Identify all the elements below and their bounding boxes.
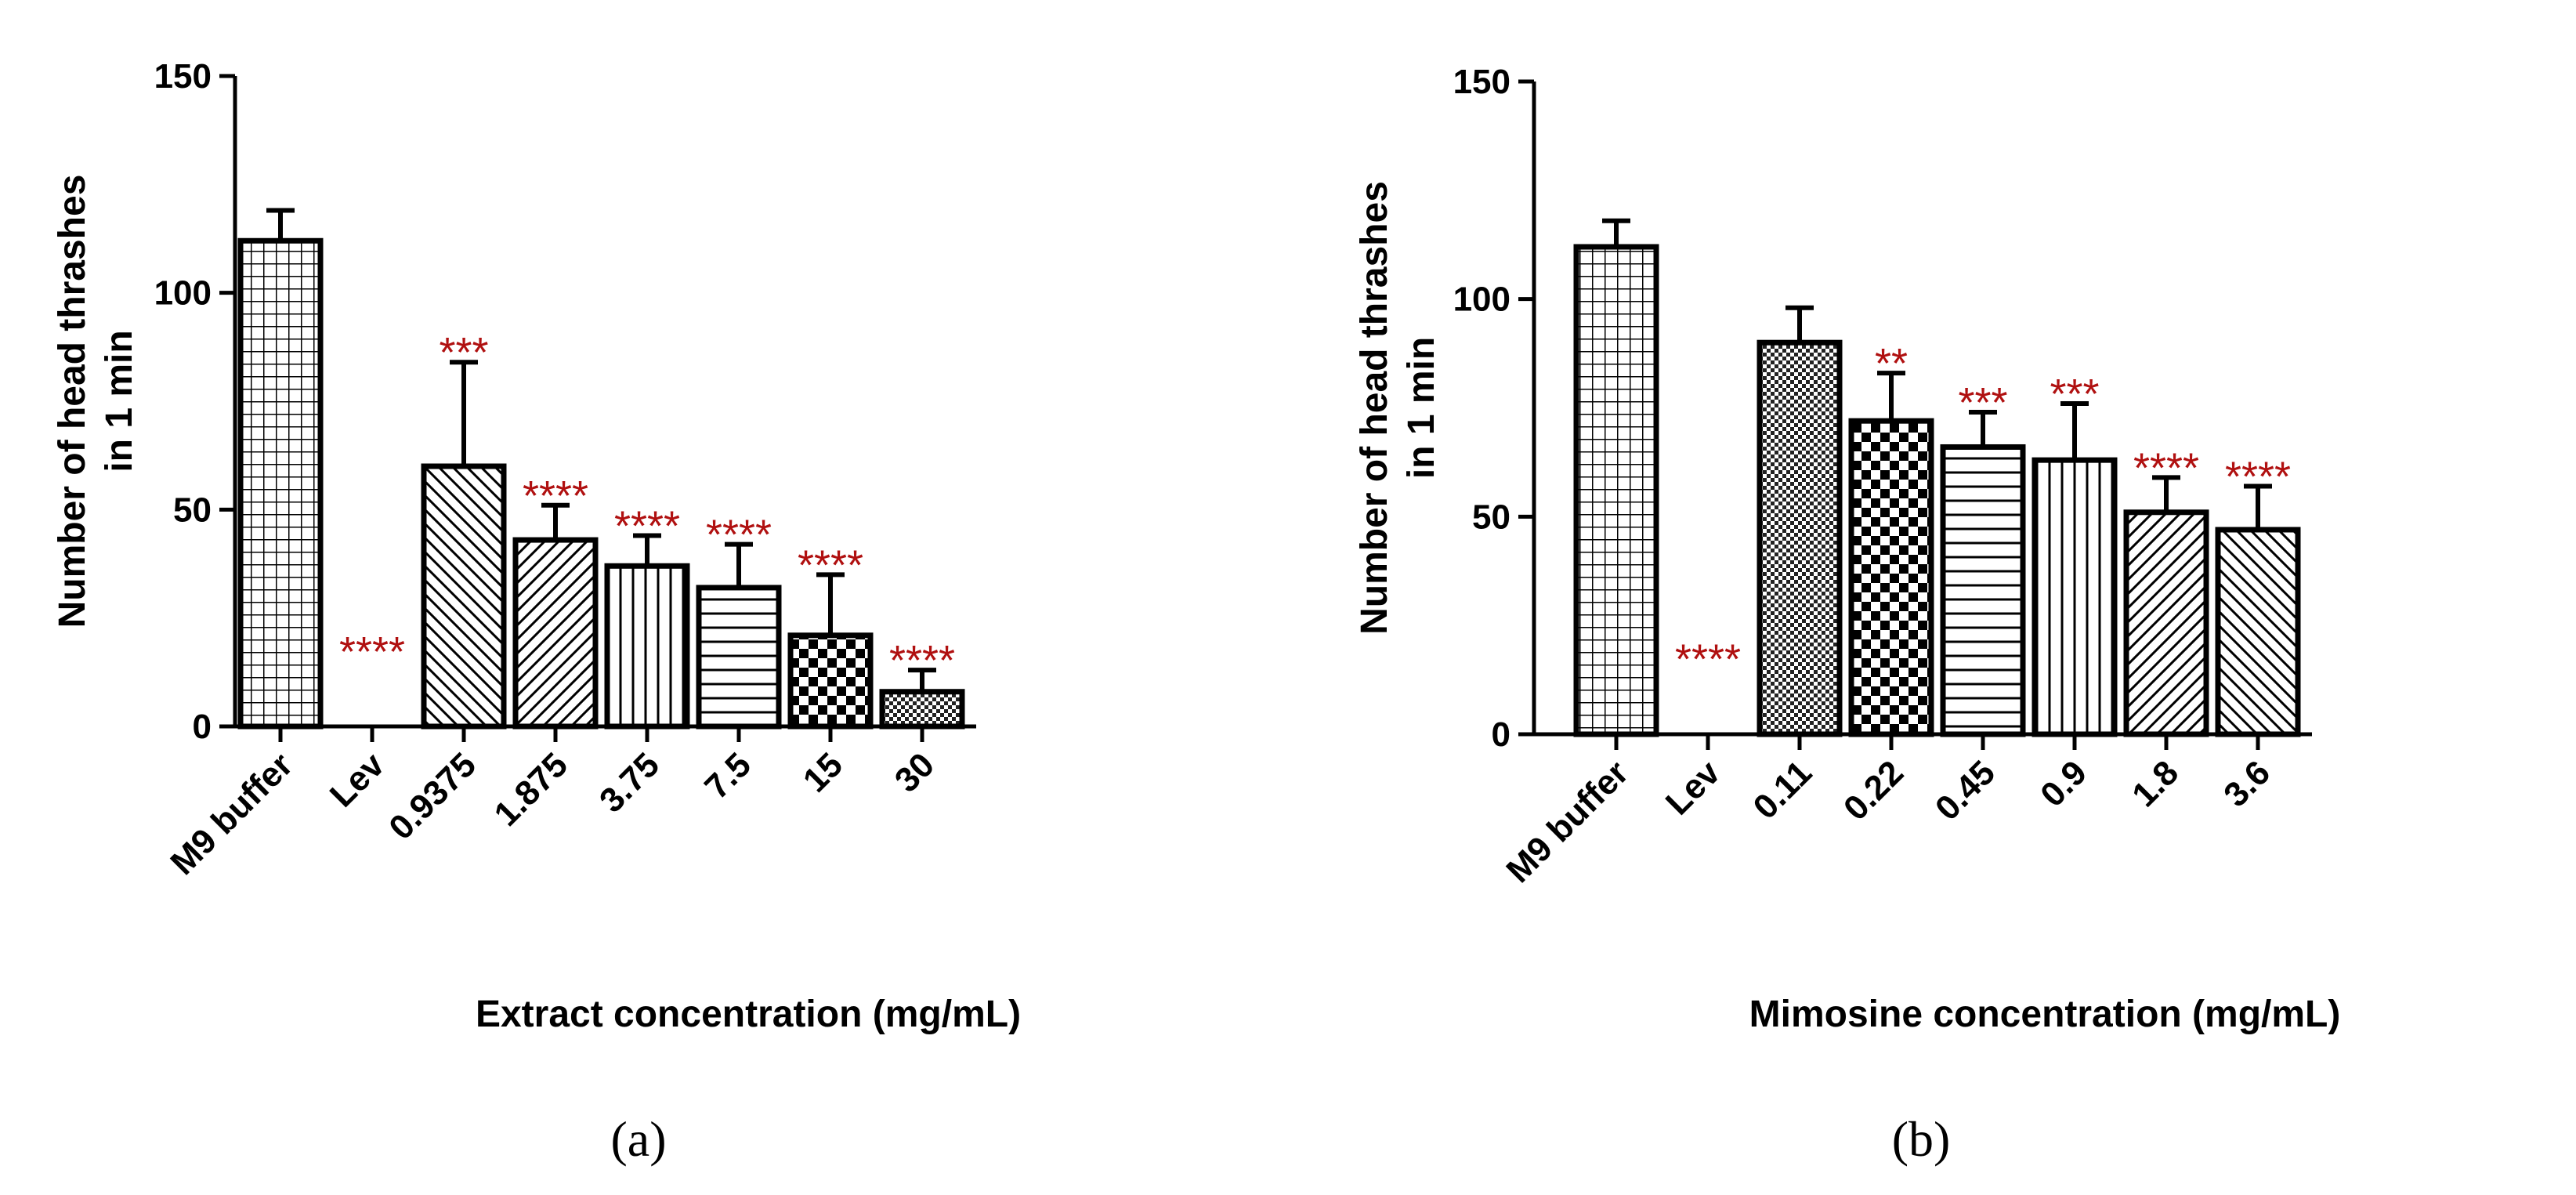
x-tick-label: Lev bbox=[323, 745, 393, 815]
bar-15 bbox=[787, 632, 874, 730]
significance-label: **** bbox=[523, 473, 588, 520]
bar-0.22 bbox=[1848, 418, 1934, 737]
x-tick-label: M9 buffer bbox=[163, 745, 300, 882]
x-tick-label: 30 bbox=[888, 745, 942, 799]
y-tick-label: 100 bbox=[154, 274, 212, 313]
x-tick-label: 0.11 bbox=[1746, 753, 1819, 826]
panel-b: 0 50 100 150 Number of head thrashes in 1 min… bbox=[1354, 63, 2340, 1167]
x-axis-title: Extract concentration (mg/mL) bbox=[476, 994, 1021, 1035]
y-tick-label: 0 bbox=[1492, 715, 1511, 754]
panel-a: 0 50 100 150 Number of head thrashes in 1 min… bbox=[52, 57, 1021, 1167]
significance-label: **** bbox=[339, 628, 405, 675]
significance-label: **** bbox=[889, 637, 955, 684]
bar-m9-buffer bbox=[237, 237, 324, 730]
bar-0.11 bbox=[1757, 339, 1843, 737]
bar-7.5 bbox=[696, 585, 782, 730]
y-axis-title-line: Number of head thrashes bbox=[52, 175, 93, 628]
x-tick-label: 3.6 bbox=[2216, 753, 2278, 814]
x-tick-label: 0.45 bbox=[1928, 753, 2003, 827]
y-tick-label: 150 bbox=[154, 57, 212, 96]
y-axis-title: Number of head thrashes in 1 min bbox=[1354, 181, 1442, 635]
x-tick-label: 1.875 bbox=[487, 745, 576, 834]
x-tick-label: 7.5 bbox=[697, 745, 758, 806]
x-tick-label: 1.8 bbox=[2125, 753, 2186, 814]
y-tick-label: 50 bbox=[173, 491, 212, 529]
bar-1.8 bbox=[2123, 509, 2209, 737]
significance-label: **** bbox=[1675, 636, 1741, 683]
bar-1.875 bbox=[512, 537, 599, 730]
bar-3.6 bbox=[2215, 527, 2301, 737]
x-tick-label: M9 buffer bbox=[1499, 753, 1636, 890]
significance-label: **** bbox=[798, 541, 863, 588]
significance-label: **** bbox=[706, 512, 772, 559]
x-tick-label: Lev bbox=[1659, 753, 1728, 823]
x-tick-label: 15 bbox=[796, 745, 850, 799]
x-tick-label: 0.22 bbox=[1836, 753, 1911, 827]
significance-label: *** bbox=[2050, 371, 2099, 418]
x-tick-label: 3.75 bbox=[592, 745, 667, 820]
significance-label: **** bbox=[2225, 453, 2291, 500]
x-tick-label: 0.9375 bbox=[382, 745, 483, 847]
panel-label: (b) bbox=[1892, 1111, 1951, 1167]
significance-label: **** bbox=[2133, 444, 2199, 491]
y-tick-label: 100 bbox=[1453, 281, 1511, 319]
y-axis-title-line: in 1 min bbox=[1401, 337, 1442, 479]
bar-0.45 bbox=[1940, 444, 2026, 737]
significance-label: *** bbox=[439, 329, 488, 376]
bar-m9-buffer bbox=[1573, 244, 1659, 737]
bar-0.9 bbox=[2031, 457, 2118, 737]
bar-3.75 bbox=[604, 563, 690, 730]
significance-label: **** bbox=[614, 503, 680, 550]
y-axis-title-line: in 1 min bbox=[99, 330, 140, 472]
y-tick-label: 0 bbox=[193, 708, 212, 746]
bar-0.9375 bbox=[421, 463, 507, 730]
significance-label: ** bbox=[1875, 340, 1908, 387]
x-axis-title: Mimosine concentration (mg/mL) bbox=[1749, 994, 2341, 1035]
significance-label: *** bbox=[1958, 379, 2007, 426]
y-tick-label: 50 bbox=[1472, 498, 1511, 536]
y-axis-title-line: Number of head thrashes bbox=[1354, 181, 1395, 635]
panel-label: (a) bbox=[610, 1111, 666, 1167]
x-tick-label: 0.9 bbox=[2033, 753, 2094, 814]
bar-30 bbox=[879, 689, 965, 730]
y-tick-label: 150 bbox=[1453, 63, 1511, 101]
y-axis-title: Number of head thrashes in 1 min bbox=[52, 175, 140, 628]
